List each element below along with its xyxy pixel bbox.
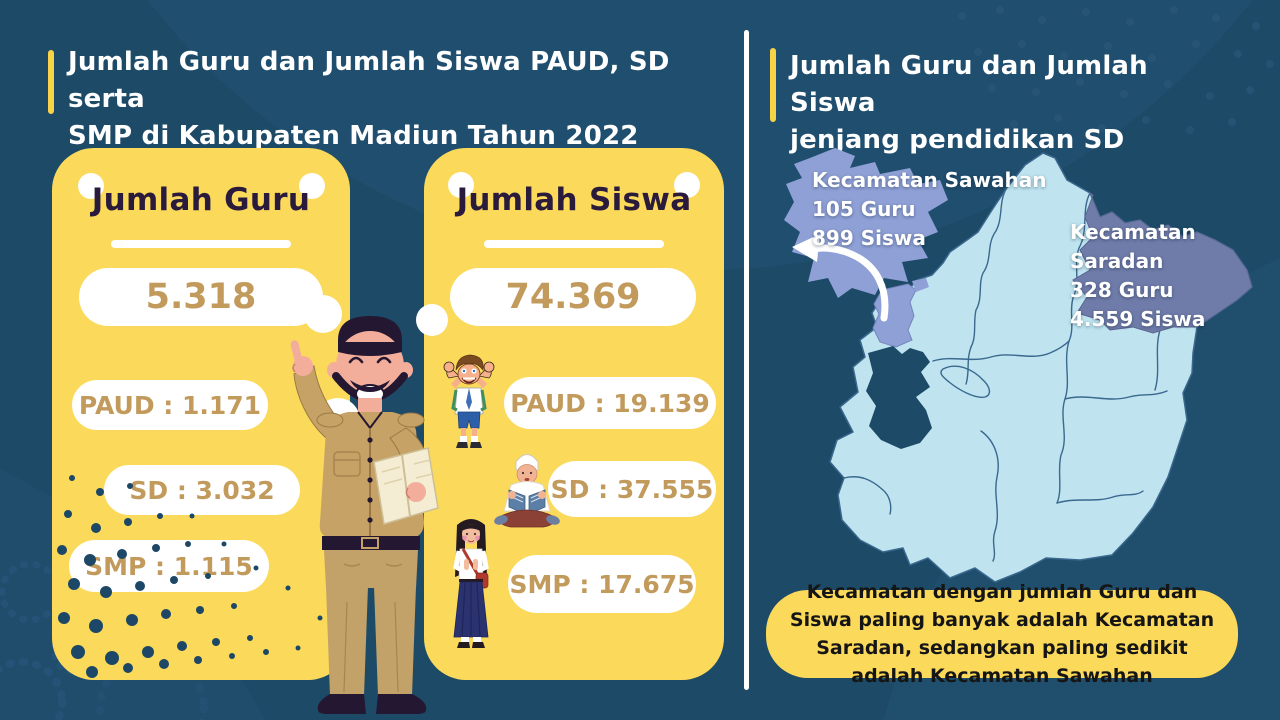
sawahan-guru: 105 Guru <box>812 197 916 221</box>
decor-circle <box>416 304 448 336</box>
left-title-line1: Jumlah Guru dan Jumlah Siswa PAUD, SD se… <box>68 47 670 114</box>
guru-sd-pill: SD : 3.032 <box>104 465 300 515</box>
left-title-line2: SMP di Kabupaten Madiun Tahun 2022 <box>68 121 639 151</box>
saradan-name: Kecamatan Saradan <box>1070 220 1196 273</box>
left-panel-title: Jumlah Guru dan Jumlah Siswa PAUD, SD se… <box>68 44 728 155</box>
guru-sd-value: SD : 3.032 <box>129 475 275 505</box>
guru-total-value: 5.318 <box>145 277 257 317</box>
sawahan-name: Kecamatan Sawahan <box>812 168 1047 192</box>
right-title-line2: jenjang pendidikan SD <box>790 125 1125 155</box>
siswa-sd-pill: SD : 37.555 <box>548 461 716 517</box>
guru-paud-pill: PAUD : 1.171 <box>72 380 268 430</box>
pinhole-icon <box>674 172 700 198</box>
siswa-paud-value: PAUD : 19.139 <box>510 388 710 418</box>
guru-card-underline <box>111 240 291 248</box>
saradan-label: Kecamatan Saradan 328 Guru 4.559 Siswa <box>1070 218 1280 334</box>
decor-circle <box>304 295 342 333</box>
guru-card: Jumlah Guru 5.318 PAUD : 1.171 SD : 3.03… <box>52 148 360 680</box>
right-title-line1: Jumlah Guru dan Jumlah Siswa <box>790 51 1148 118</box>
siswa-smp-value: SMP : 17.675 <box>509 569 695 599</box>
map-kota-madiun-hole <box>866 346 932 449</box>
sawahan-siswa: 899 Siswa <box>812 226 926 250</box>
pinhole-icon <box>448 172 474 198</box>
guru-smp-value: SMP : 1.115 <box>85 551 253 581</box>
pinhole-icon <box>299 173 325 199</box>
siswa-card-underline <box>484 240 664 248</box>
panel-divider <box>744 30 749 690</box>
guru-paud-value: PAUD : 1.171 <box>78 390 262 420</box>
siswa-card-title: Jumlah Siswa <box>456 182 692 218</box>
right-title-accent-bar <box>770 48 776 122</box>
pinhole-icon <box>78 173 104 199</box>
siswa-sd-value: SD : 37.555 <box>550 474 714 504</box>
decor-circle <box>316 398 360 442</box>
saradan-siswa: 4.559 Siswa <box>1070 307 1206 331</box>
guru-total-pill: 5.318 <box>79 268 323 326</box>
guru-card-title: Jumlah Guru <box>91 182 311 218</box>
siswa-paud-pill: PAUD : 19.139 <box>504 377 716 429</box>
siswa-total-pill: 74.369 <box>450 268 696 326</box>
conclusion-text: Kecamatan dengan jumlah Guru dan Siswa p… <box>789 581 1215 687</box>
siswa-card: Jumlah Siswa 74.369 PAUD : 19.139 SD : 3… <box>416 148 724 680</box>
saradan-guru: 328 Guru <box>1070 278 1174 302</box>
map-district-sawahan <box>872 283 917 348</box>
left-title-accent-bar <box>48 50 54 114</box>
guru-smp-pill: SMP : 1.115 <box>69 540 269 592</box>
siswa-total-value: 74.369 <box>505 277 641 317</box>
siswa-smp-pill: SMP : 17.675 <box>508 555 696 613</box>
right-panel-title: Jumlah Guru dan Jumlah Siswa jenjang pen… <box>790 48 1230 159</box>
sawahan-label: Kecamatan Sawahan 105 Guru 899 Siswa <box>812 166 1047 253</box>
conclusion-callout: Kecamatan dengan jumlah Guru dan Siswa p… <box>766 581 1238 687</box>
